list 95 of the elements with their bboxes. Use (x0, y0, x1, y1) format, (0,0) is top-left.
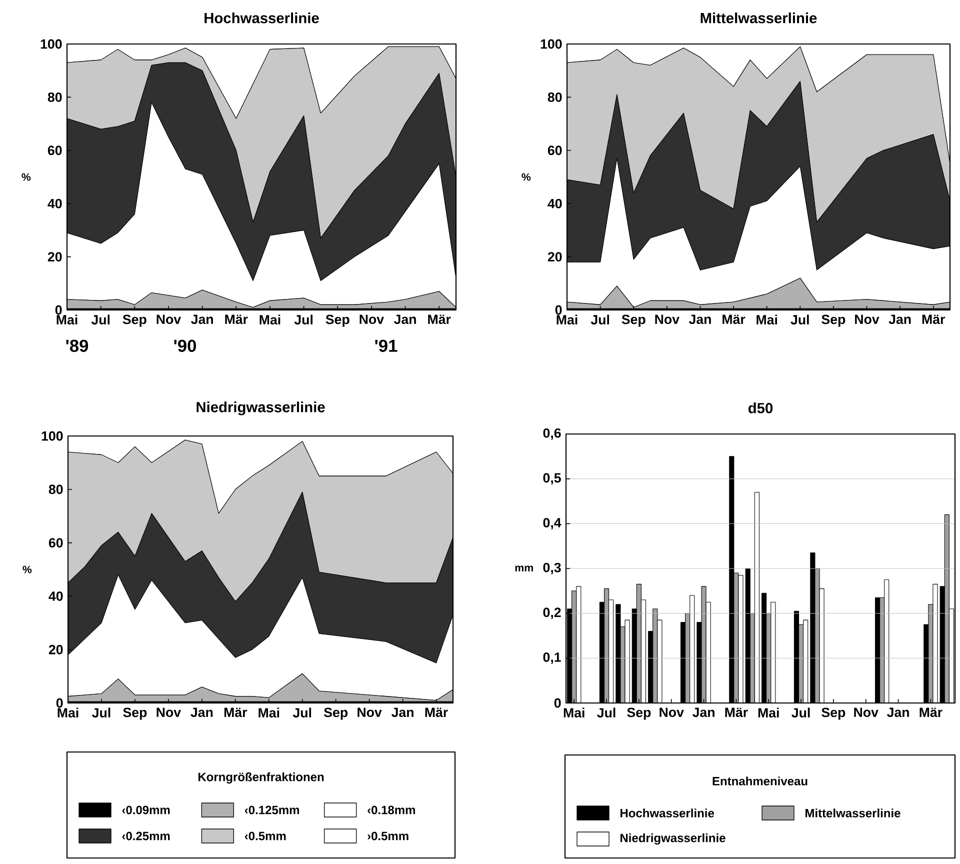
y-tick-label: 0 (555, 305, 562, 315)
x-tick-label: Sep (822, 708, 846, 720)
x-tick-label: Mai (758, 708, 779, 718)
x-tick-label: Mai (564, 708, 584, 718)
legend-label: Mittelwasserlinie (806, 808, 900, 818)
x-tick-label: Sep (622, 314, 646, 327)
y-tick-label: 60 (548, 146, 562, 156)
legend-title: Korngrößenfraktionen (198, 772, 324, 784)
y-tick-label: 100 (540, 39, 562, 49)
legend-label: Niedrigwasserlinie (620, 833, 726, 845)
x-tick-label: Mär (428, 314, 451, 324)
x-tick-label: Jul (792, 708, 810, 718)
y-tick-label: 60 (48, 538, 63, 548)
x-tick-label: Sep (326, 314, 350, 327)
x-tick-label: Jan (191, 314, 213, 324)
y-axis-title: mm (515, 566, 533, 572)
y-axis-title: % (522, 173, 531, 181)
y-tick-label: 40 (548, 198, 562, 208)
x-tick-label: Mär (722, 314, 746, 324)
y-tick-label: 0 (554, 698, 561, 708)
x-tick-label: Jan (190, 708, 213, 718)
y-tick-label: 40 (48, 591, 63, 601)
y-tick-label: 100 (42, 431, 63, 441)
y-axis-title: % (22, 173, 31, 181)
x-tick-label: Jul (294, 314, 312, 324)
x-tick-label: Mai (756, 314, 777, 324)
y-tick-label: 0,2 (543, 608, 561, 620)
text: '91 (375, 340, 398, 352)
chart-title: Niedrigwasserlinie (196, 402, 325, 416)
x-tick-label: Nov (360, 314, 384, 324)
x-tick-label: Jul (92, 708, 110, 718)
y-tick-label: 20 (48, 644, 63, 654)
x-tick-label: Jan (692, 708, 714, 718)
chart-title: Mittelwasserlinie (700, 12, 817, 24)
y-tick-label: 60 (48, 146, 62, 156)
y-tick-label: 0,5 (543, 473, 561, 485)
x-tick-label: Mär (425, 708, 448, 718)
text: '89 (66, 340, 88, 352)
x-tick-label: Mär (225, 314, 248, 324)
x-tick-label: Jul (292, 708, 312, 718)
legend-label: ‹0.25mm (122, 832, 170, 840)
x-tick-label: Mär (920, 708, 942, 718)
x-tick-label: Sep (822, 314, 846, 327)
x-tick-label: Sep (122, 314, 146, 327)
legend-label: ‹0.09mm (122, 806, 170, 814)
y-tick-label: 80 (48, 92, 62, 102)
x-tick-label: Nov (660, 708, 684, 718)
x-tick-label: Mai (556, 314, 578, 324)
x-tick-label: Jan (392, 708, 414, 718)
y-tick-label: 80 (48, 484, 63, 494)
x-tick-label: Mai (56, 314, 78, 324)
chart-title: d50 (748, 402, 773, 414)
x-tick-label: Nov (855, 314, 880, 324)
x-tick-label: Jul (91, 314, 110, 324)
x-tick-label: Jul (597, 708, 616, 718)
x-tick-label: Jul (590, 314, 609, 324)
x-tick-label: Sep (324, 708, 348, 720)
legend-label: ›0.5mm (368, 832, 408, 840)
x-tick-label: Sep (123, 708, 147, 720)
y-tick-label: 20 (48, 252, 62, 262)
x-tick-label: Jan (394, 314, 416, 324)
x-tick-label: Jan (888, 314, 911, 324)
chart-title: Hochwasserlinie (204, 12, 319, 24)
x-tick-label: Nov (358, 708, 382, 718)
y-tick-label: 80 (548, 92, 562, 102)
y-tick-label: 0,6 (543, 428, 561, 440)
x-tick-label: Jan (688, 314, 711, 324)
x-tick-label: Sep (627, 708, 651, 720)
x-tick-label: Jan (887, 708, 909, 718)
y-tick-label: 0,3 (543, 562, 561, 574)
x-tick-label: Jul (790, 314, 809, 324)
x-tick-label: Mai (58, 708, 78, 718)
x-tick-label: Mär (224, 708, 248, 718)
x-tick-label: Nov (854, 708, 878, 718)
x-tick-label: Mär (922, 314, 946, 324)
x-tick-label: Nov (156, 708, 181, 718)
y-tick-label: 0,1 (543, 652, 561, 664)
x-tick-label: Mai (258, 708, 280, 718)
y-tick-label: 0 (56, 698, 63, 708)
y-tick-label: 0 (55, 305, 62, 315)
y-tick-label: 0,4 (543, 518, 562, 530)
legend-label: ‹0.5mm (244, 832, 286, 840)
x-tick-label: Mär (725, 708, 748, 718)
x-tick-label: Nov (156, 314, 182, 324)
x-tick-label: Nov (655, 314, 680, 324)
y-tick-label: 100 (40, 39, 62, 49)
y-tick-label: 40 (48, 198, 62, 208)
legend-label: Hochwasserlinie (620, 808, 714, 818)
text: '90 (174, 340, 196, 352)
legend-label: ‹0.125mm (244, 806, 299, 814)
y-axis-title: % (22, 566, 32, 574)
legend-label: ‹0.18mm (368, 806, 415, 814)
y-tick-label: 20 (548, 252, 562, 262)
x-tick-label: Mai (260, 314, 280, 324)
legend-title: Entnahmeniveau (712, 776, 808, 786)
